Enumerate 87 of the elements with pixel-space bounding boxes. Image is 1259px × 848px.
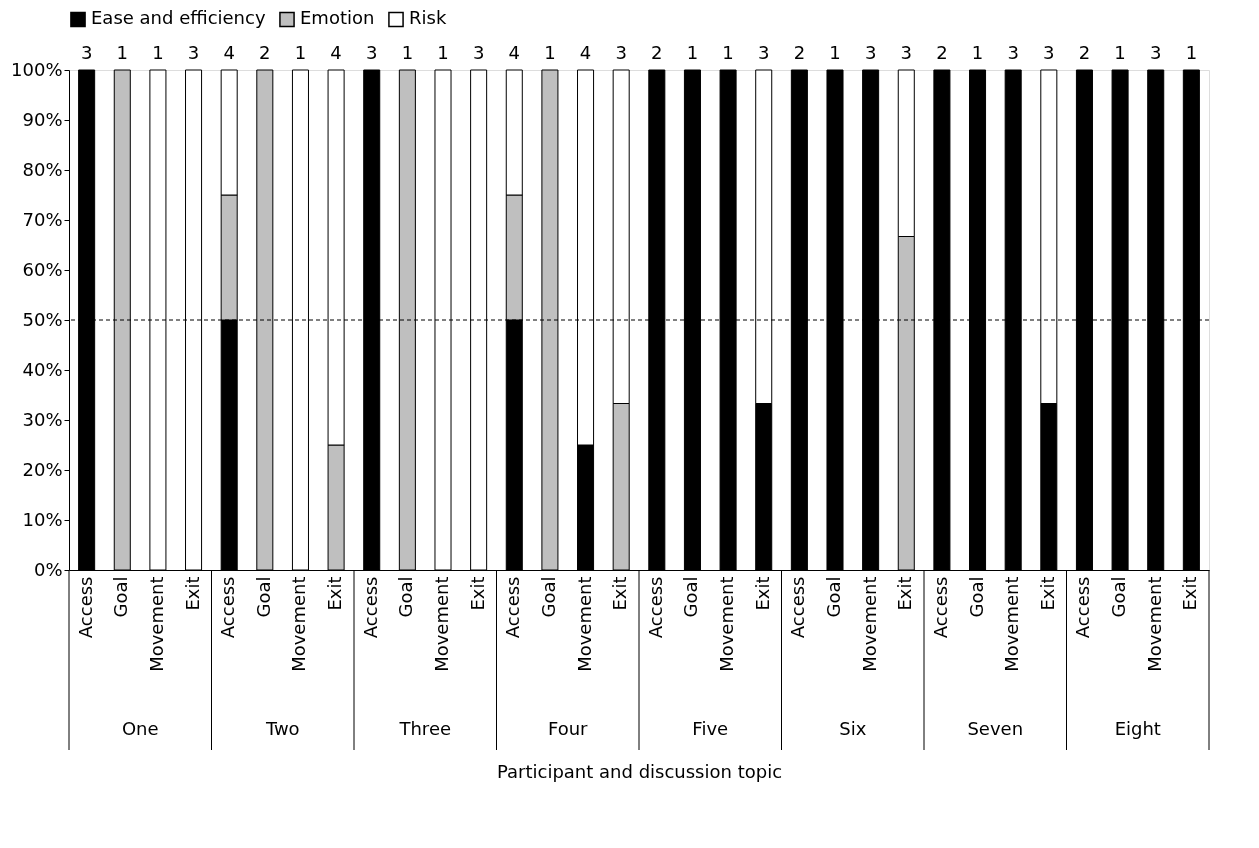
annotation: 1: [116, 42, 128, 63]
text: One: [121, 718, 159, 739]
annotation: 4: [508, 42, 520, 63]
x-tick-label: Exit: [1179, 576, 1201, 611]
x-tick-label: Goal: [252, 576, 274, 618]
x-tick-label: Movement: [431, 576, 452, 672]
x-tick-label: Exit: [324, 576, 346, 611]
annotation: 3: [900, 42, 912, 63]
x-tick-label: Access: [359, 576, 381, 639]
x-tick-label: Goal: [680, 576, 702, 618]
x-tick-label: Access: [1072, 576, 1094, 639]
y-tick-label: 0%: [33, 558, 63, 580]
annotation: 1: [722, 42, 734, 63]
y-tick-label: 80%: [22, 158, 63, 180]
annotation: 1: [437, 42, 449, 63]
annotation: 1: [294, 42, 307, 63]
annotation: 4: [223, 42, 235, 63]
legend-label: Risk: [409, 7, 447, 29]
x-tick-label: Exit: [751, 576, 773, 611]
x-tick-label: Exit: [1036, 576, 1058, 611]
annotation: 1: [152, 42, 164, 63]
x-tick-label: Access: [74, 576, 96, 639]
text: Eight: [1114, 718, 1161, 739]
annotation: 1: [971, 42, 984, 63]
annotation: 3: [80, 42, 93, 63]
annotation: 3: [864, 42, 877, 63]
annotation: 2: [651, 42, 663, 63]
y-tick-label: 50%: [22, 308, 63, 330]
annotation: 1: [686, 42, 699, 63]
x-tick-label: Movement: [858, 576, 880, 672]
y-tick-label: 30%: [22, 408, 63, 430]
x-tick-label: Movement: [145, 576, 167, 672]
annotation: 4: [330, 42, 342, 63]
x-tick-label: Access: [644, 576, 666, 639]
annotation: 3: [1043, 42, 1055, 63]
x-tick-label: Access: [787, 576, 809, 639]
x-axis-title: Participant and discussion topic: [496, 760, 783, 782]
x-tick-label: Movement: [1143, 576, 1165, 672]
x-tick-label: Exit: [609, 576, 631, 611]
legend-label: Emotion: [300, 7, 375, 29]
x-tick-label: Goal: [965, 576, 987, 618]
x-tick-label: Goal: [395, 576, 417, 618]
annotation: 1: [544, 42, 556, 63]
x-tick-label: Goal: [537, 576, 559, 618]
annotation: 3: [187, 42, 200, 63]
x-tick-label: Access: [217, 576, 239, 639]
y-tick-label: 40%: [22, 358, 63, 380]
annotation: 3: [615, 42, 627, 63]
annotation: 1: [1185, 42, 1198, 63]
annotation: 2: [793, 42, 806, 63]
x-tick-label: Exit: [466, 576, 488, 611]
x-tick-label: Movement: [1001, 576, 1023, 672]
x-tick-label: Goal: [110, 576, 132, 618]
x-tick-label: Movement: [716, 576, 738, 672]
text: Two: [264, 718, 300, 739]
text: Three: [398, 718, 452, 739]
annotation: 2: [1078, 42, 1091, 63]
annotation: 3: [366, 42, 378, 63]
x-tick-label: Exit: [894, 576, 916, 611]
text: Six: [839, 718, 867, 739]
annotation: 2: [259, 42, 271, 63]
annotation: 1: [401, 42, 414, 63]
legend-label: Ease and efficiency: [91, 7, 266, 29]
y-tick-label: 60%: [22, 258, 63, 280]
x-tick-label: Movement: [573, 576, 595, 672]
text: Five: [692, 718, 729, 739]
annotation: 3: [1150, 42, 1162, 63]
x-tick-label: Access: [929, 576, 951, 639]
annotation: 3: [1007, 42, 1019, 63]
text: Four: [547, 718, 589, 739]
x-tick-label: Movement: [288, 576, 310, 672]
annotation: 1: [1114, 42, 1126, 63]
annotation: 3: [472, 42, 485, 63]
annotation: 2: [936, 42, 948, 63]
y-tick-label: 70%: [22, 208, 63, 230]
y-tick-label: 10%: [22, 508, 63, 530]
y-tick-label: 20%: [22, 458, 63, 480]
y-tick-label: 100%: [11, 58, 63, 80]
x-tick-label: Exit: [181, 576, 203, 611]
x-tick-label: Goal: [823, 576, 844, 618]
y-tick-label: 90%: [22, 108, 63, 130]
annotation: 3: [758, 42, 770, 63]
text: Seven: [967, 718, 1024, 739]
x-tick-label: Goal: [1108, 576, 1130, 618]
annotation: 4: [579, 42, 592, 63]
annotation: 1: [829, 42, 841, 63]
x-tick-label: Access: [502, 576, 524, 639]
